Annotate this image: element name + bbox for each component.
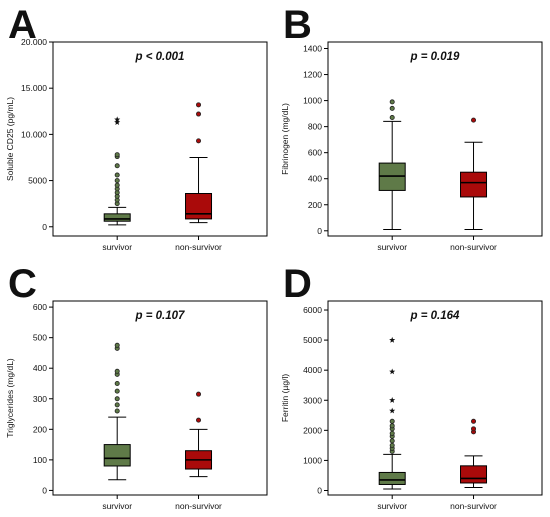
- plot-frame: [327, 41, 543, 237]
- y-tick-label: 1000: [303, 455, 322, 465]
- category-label: non-survivor: [450, 242, 497, 252]
- outlier-point: [389, 438, 395, 444]
- p-value-annotation: p = 0.107: [135, 310, 186, 322]
- boxplot-c: Cp = 0.107 0 100 200 300 400 500 600 Triglycerid…: [5, 262, 268, 511]
- category-label: survivor: [377, 501, 407, 511]
- y-tick-label: 3000: [303, 395, 322, 405]
- outlier-point: [196, 111, 202, 117]
- y-tick-label: 10.000: [21, 129, 47, 139]
- outlier-point: [114, 152, 120, 158]
- p-value-annotation: p = 0.019: [410, 51, 461, 63]
- outlier-point: [471, 426, 477, 432]
- p-value-annotation: p = 0.164: [410, 310, 461, 322]
- outlier-point: [389, 105, 395, 111]
- boxplot-a: Ap < 0.001 0 5000 10.000 15.000 20.000 Soluble…: [5, 3, 268, 252]
- y-tick-label: 5000: [303, 335, 322, 345]
- y-tick-label: 500: [33, 333, 47, 343]
- outlier-point: [114, 402, 120, 408]
- p-value-annotation: p < 0.001: [135, 51, 185, 63]
- category-label: non-survivor: [450, 501, 497, 511]
- y-tick-label: 6000: [303, 305, 322, 315]
- plot-frame: [327, 300, 543, 496]
- outlier-point: [114, 368, 120, 374]
- outlier-point: [389, 115, 395, 121]
- panel-letter: A: [8, 3, 37, 47]
- y-tick-label: 0: [317, 226, 322, 236]
- boxplot-b: Bp = 0.019 0 200 400 600 800 1000 1200 1400 Fibri…: [280, 3, 543, 252]
- boxplot-d: Dp = 0.164 0 1000 2000 3000 4000 5000 6000 Ferri…: [280, 262, 543, 511]
- outlier-point: [196, 391, 202, 397]
- iqr-box: [185, 193, 213, 220]
- y-tick-label: 400: [33, 363, 47, 373]
- iqr-box: [460, 465, 488, 484]
- iqr-box: [378, 471, 406, 485]
- y-tick-label: 400: [308, 174, 322, 184]
- category-label: non-survivor: [175, 242, 222, 252]
- category-label: non-survivor: [175, 501, 222, 511]
- iqr-box: [460, 171, 488, 198]
- y-tick-label: 20.000: [21, 37, 47, 47]
- y-tick-label: 300: [33, 394, 47, 404]
- plot-frame: [52, 300, 268, 496]
- y-tick-label: 100: [33, 455, 47, 465]
- iqr-box: [103, 444, 131, 467]
- y-axis-label: Triglycerides (mg/dL): [5, 358, 15, 438]
- y-tick-label: 1400: [303, 44, 322, 54]
- outlier-point: [389, 423, 395, 429]
- outlier-point: [196, 138, 202, 144]
- outlier-point: [471, 117, 477, 123]
- extreme-point: [114, 116, 121, 123]
- extreme-point: [389, 336, 396, 343]
- outlier-point: [114, 380, 120, 386]
- y-tick-label: 1200: [303, 70, 322, 80]
- outlier-point: [389, 99, 395, 105]
- y-axis-label: Fibrinogen (mg/dL): [280, 103, 290, 175]
- y-tick-label: 0: [42, 485, 47, 495]
- y-tick-label: 5000: [28, 176, 47, 186]
- panel-letter: C: [8, 262, 37, 306]
- extreme-point: [389, 368, 396, 375]
- y-tick-label: 15.000: [21, 83, 47, 93]
- y-tick-label: 0: [317, 485, 322, 495]
- extreme-point: [114, 119, 121, 125]
- panel-letter: B: [283, 3, 312, 47]
- outlier-point: [114, 178, 120, 184]
- y-tick-label: 0: [42, 222, 47, 232]
- y-tick-label: 600: [33, 302, 47, 312]
- outlier-point: [471, 418, 477, 424]
- y-tick-label: 1000: [303, 96, 322, 106]
- category-label: survivor: [102, 501, 132, 511]
- outlier-point: [114, 408, 120, 414]
- outlier-point: [114, 388, 120, 394]
- outlier-point: [196, 417, 202, 423]
- y-tick-label: 200: [33, 424, 47, 434]
- y-tick-label: 2000: [303, 425, 322, 435]
- outlier-point: [114, 172, 120, 178]
- y-tick-label: 800: [308, 122, 322, 132]
- y-tick-label: 4000: [303, 365, 322, 375]
- outlier-point: [114, 182, 120, 188]
- y-tick-label: 600: [308, 148, 322, 158]
- iqr-box: [103, 213, 131, 222]
- outlier-point: [389, 442, 395, 448]
- extreme-point: [389, 407, 396, 414]
- y-axis-label: Ferritin (µg/l): [280, 374, 290, 423]
- outlier-point: [114, 163, 120, 169]
- extreme-point: [389, 397, 396, 403]
- y-tick-label: 200: [308, 200, 322, 210]
- y-axis-label: Soluble CD25 (pg/mL): [5, 97, 15, 181]
- outlier-point: [114, 342, 120, 348]
- outlier-point: [389, 430, 395, 436]
- plot-frame: [52, 41, 268, 237]
- category-label: survivor: [377, 242, 407, 252]
- outlier-point: [196, 102, 202, 108]
- outlier-point: [389, 418, 395, 424]
- outlier-point: [114, 396, 120, 402]
- panel-letter: D: [283, 262, 312, 306]
- category-label: survivor: [102, 242, 132, 252]
